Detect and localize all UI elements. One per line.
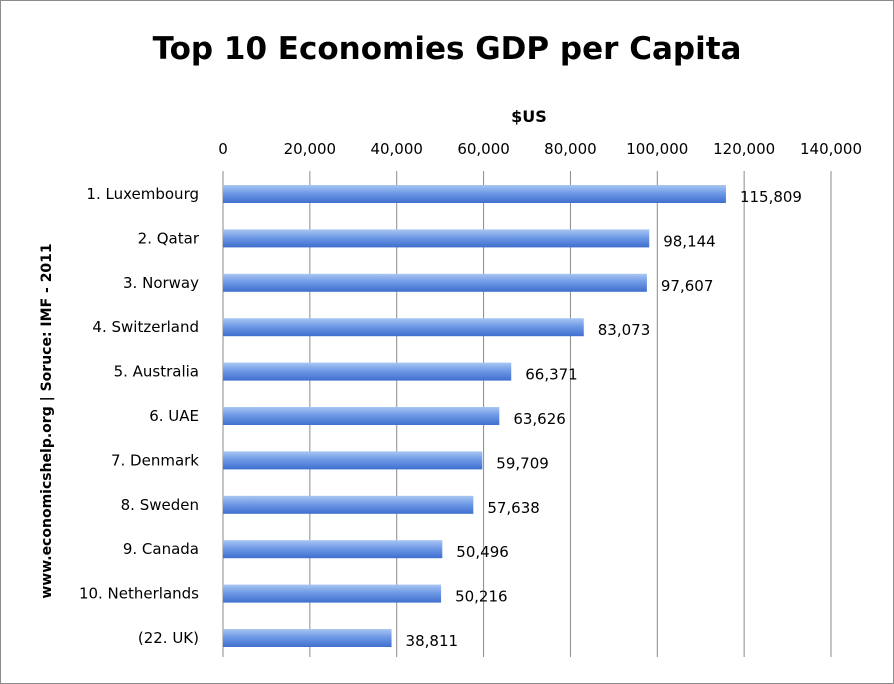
- category-labels: 1. Luxembourg 2. Qatar 3. Norway 4. Switzer…: [79, 185, 200, 647]
- category-label: 9. Canada: [123, 540, 199, 558]
- bars: [223, 185, 726, 647]
- data-label: 59,709: [496, 454, 548, 472]
- x-axis-title: $US: [511, 107, 547, 126]
- bar: [223, 362, 512, 381]
- x-tick-label: 140,000: [800, 140, 862, 158]
- category-label: (22. UK): [138, 629, 199, 647]
- x-tick-label: 100,000: [626, 140, 688, 158]
- x-tick-label: 120,000: [713, 140, 775, 158]
- y-axis-title: www.economicshelp.org | Soruce: IMF - 20…: [39, 243, 55, 598]
- data-label: 50,496: [456, 543, 509, 561]
- data-label: 98,144: [663, 232, 716, 250]
- x-tick-label: 40,000: [370, 140, 423, 158]
- category-label: 1. Luxembourg: [86, 185, 199, 203]
- bar: [223, 407, 500, 425]
- category-label: 5. Australia: [114, 363, 199, 381]
- data-label: 38,811: [406, 632, 459, 650]
- category-label: 6. UAE: [149, 407, 199, 425]
- x-tick-label: 0: [218, 140, 228, 158]
- category-label: 3. Norway: [123, 274, 199, 292]
- category-label: 2. Qatar: [138, 229, 200, 247]
- category-label: 8. Sweden: [121, 496, 199, 514]
- data-label: 57,638: [487, 499, 540, 517]
- category-label: 10. Netherlands: [79, 585, 199, 603]
- x-tick-label: 80,000: [544, 140, 597, 158]
- bar: [223, 229, 650, 248]
- bar: [223, 318, 584, 337]
- category-label: 7. Denmark: [111, 451, 199, 469]
- bar: [223, 495, 474, 514]
- bar: [223, 540, 443, 559]
- data-label: 66,371: [525, 366, 578, 384]
- bar: [223, 584, 442, 603]
- bar: [223, 185, 726, 203]
- chart-title: Top 10 Economies GDP per Capita: [153, 31, 742, 67]
- data-label: 83,073: [598, 321, 651, 339]
- data-label: 63,626: [513, 410, 566, 428]
- x-tick-labels: 0 20,000 40,000 60,000 80,000 100,000 120,000 1…: [218, 140, 862, 158]
- x-tick-label: 60,000: [457, 140, 510, 158]
- bar: [223, 629, 392, 647]
- data-label: 50,216: [455, 588, 508, 606]
- data-labels: 115,809 98,144 97,607 83,073 66,371 63,626 59,…: [406, 188, 802, 650]
- data-label: 97,607: [661, 277, 714, 295]
- bar: [223, 451, 483, 470]
- category-label: 4. Switzerland: [92, 318, 199, 336]
- bar: [223, 273, 647, 292]
- data-label: 115,809: [740, 188, 802, 206]
- x-tick-label: 20,000: [284, 140, 337, 158]
